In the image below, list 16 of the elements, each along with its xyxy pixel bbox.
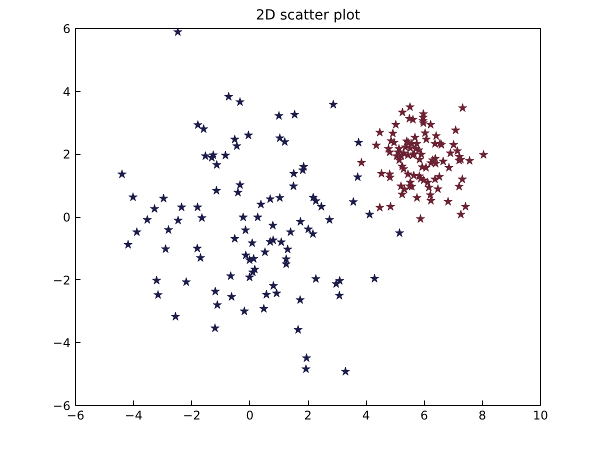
y-tick-label: −4 <box>52 336 71 350</box>
y-tick-label: 6 <box>62 22 71 36</box>
x-tick-label: 6 <box>420 408 428 422</box>
y-tick-label: 4 <box>62 84 71 99</box>
x-tick-label: −2 <box>182 408 201 422</box>
y-tick-label: −2 <box>52 273 71 288</box>
x-tick-label: 8 <box>478 408 486 422</box>
x-tick-label: 2 <box>304 408 312 422</box>
x-tick-label: 4 <box>362 408 370 422</box>
x-tick-label: −4 <box>124 408 142 422</box>
chart-title: 2D scatter plot <box>256 8 361 24</box>
x-tick-label: 10 <box>532 408 548 422</box>
y-tick-label: 0 <box>62 210 71 224</box>
y-tick-label: 2 <box>62 148 71 162</box>
y-tick-label: −6 <box>52 399 71 413</box>
x-tick-label: 0 <box>246 408 254 422</box>
